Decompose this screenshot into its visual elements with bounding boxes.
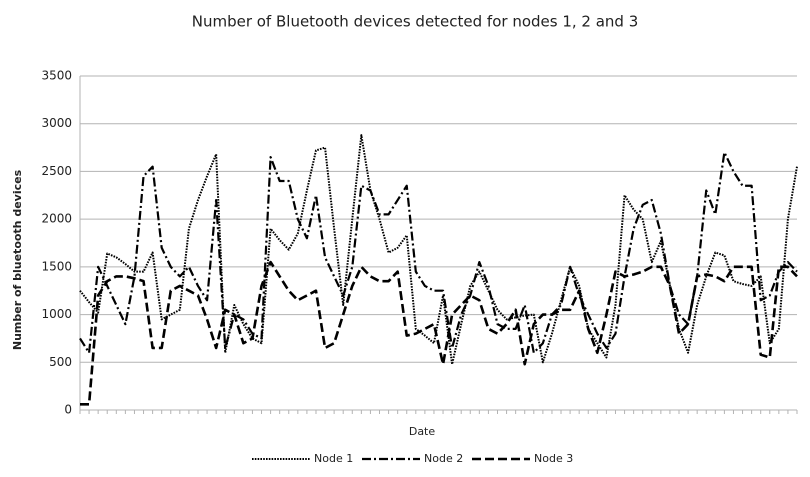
legend-label: Node 2 (424, 452, 463, 465)
y-tick-label: 1000 (41, 307, 72, 321)
legend-label: Node 1 (314, 452, 353, 465)
series-line (80, 260, 798, 406)
chart-title: Number of Bluetooth devices detected for… (192, 13, 639, 31)
y-tick-label: 0 (64, 403, 72, 417)
y-tick-label: 2000 (41, 212, 72, 226)
series-line (79, 151, 798, 354)
y-axis-label: Number of bluetooth devices (11, 169, 24, 350)
legend-label: Node 3 (534, 452, 573, 465)
y-tick-label: 3000 (41, 116, 72, 130)
y-tick-label: 1500 (41, 259, 72, 273)
series-line (79, 134, 798, 366)
y-tick-label: 3500 (41, 69, 72, 83)
x-axis-label: Date (409, 425, 436, 438)
y-tick-label: 2500 (41, 164, 72, 178)
y-tick-label: 500 (49, 355, 72, 369)
